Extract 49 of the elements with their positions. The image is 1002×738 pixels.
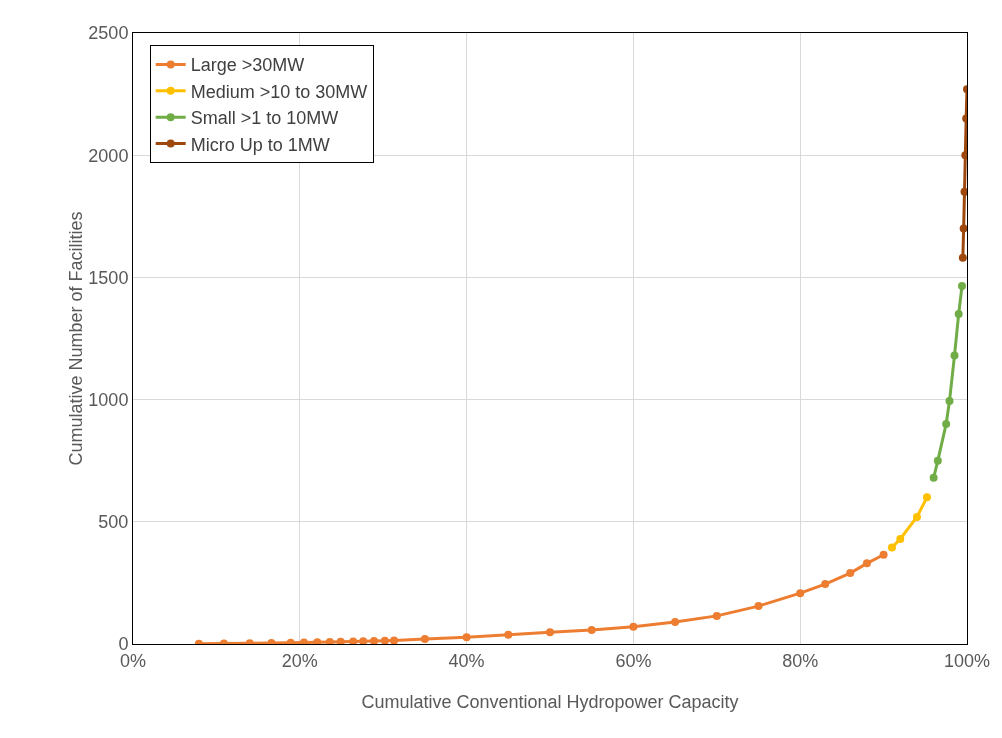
point bbox=[912, 512, 921, 521]
point bbox=[349, 637, 358, 644]
point bbox=[359, 637, 368, 644]
point bbox=[712, 611, 721, 620]
point bbox=[933, 456, 942, 465]
x-tick-label: 20% bbox=[281, 650, 318, 671]
point bbox=[821, 580, 830, 589]
point bbox=[671, 618, 680, 626]
point bbox=[336, 637, 345, 644]
point bbox=[960, 187, 967, 196]
point bbox=[896, 534, 905, 543]
point bbox=[922, 493, 931, 502]
point bbox=[950, 351, 959, 360]
point bbox=[370, 637, 379, 644]
point bbox=[945, 397, 954, 406]
y-tick-label: 1500 bbox=[88, 267, 129, 288]
point bbox=[796, 589, 805, 598]
legend-label: Large >30MW bbox=[190, 55, 305, 76]
y-tick-label: 2000 bbox=[88, 145, 129, 166]
point bbox=[959, 224, 967, 233]
point bbox=[929, 473, 938, 482]
point bbox=[846, 569, 855, 578]
point bbox=[862, 559, 871, 568]
point bbox=[546, 628, 554, 637]
point bbox=[942, 420, 951, 429]
x-tick-label: 40% bbox=[448, 650, 485, 671]
point bbox=[462, 633, 471, 642]
x-tick-label: 80% bbox=[782, 650, 819, 671]
x-axis-title: Cumulative Conventional Hydropower Capacity bbox=[361, 692, 739, 712]
y-tick-label: 2500 bbox=[88, 23, 129, 44]
point bbox=[504, 630, 513, 639]
point bbox=[420, 635, 429, 644]
point bbox=[629, 622, 638, 631]
point bbox=[390, 636, 399, 644]
point bbox=[587, 626, 596, 635]
x-tick-label: 100% bbox=[943, 650, 991, 671]
point bbox=[887, 543, 896, 552]
point bbox=[380, 636, 389, 644]
point bbox=[954, 310, 963, 319]
legend-label: Micro Up to 1MW bbox=[190, 134, 330, 155]
legend-label: Medium >10 to 30MW bbox=[190, 81, 368, 102]
point bbox=[958, 281, 966, 290]
point bbox=[754, 602, 763, 611]
legend-label: Small >1 to 10MW bbox=[190, 108, 339, 129]
y-tick-label: 1000 bbox=[88, 389, 129, 410]
y-axis-title: Cumulative Number of Facilities bbox=[66, 211, 87, 466]
x-tick-label: 60% bbox=[615, 650, 652, 671]
y-tick-label: 500 bbox=[98, 512, 129, 533]
point bbox=[879, 550, 888, 559]
